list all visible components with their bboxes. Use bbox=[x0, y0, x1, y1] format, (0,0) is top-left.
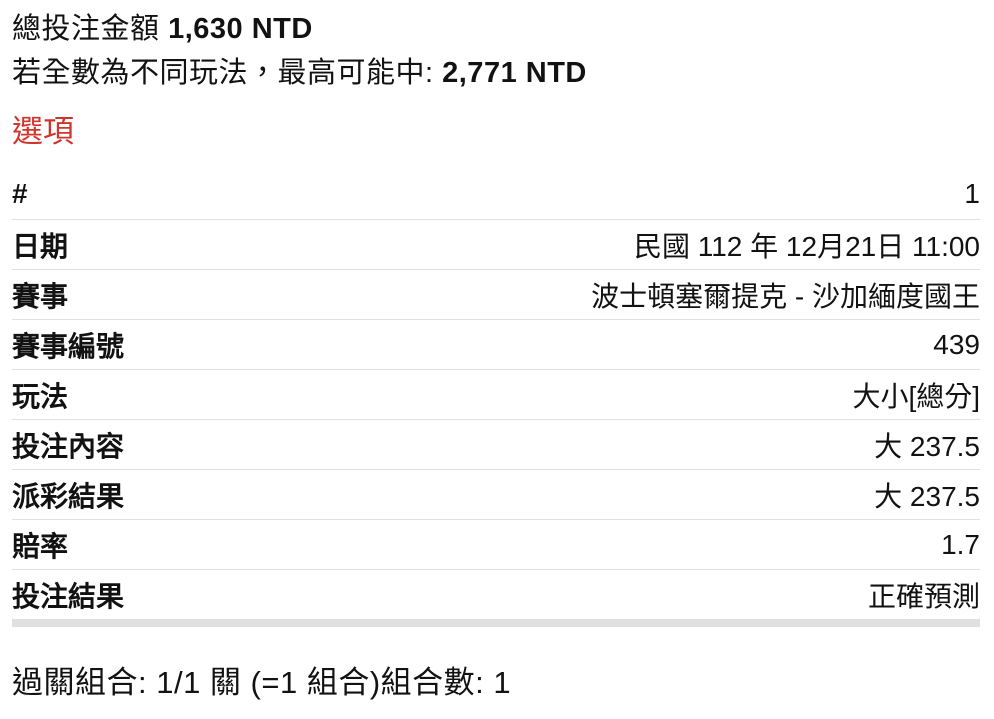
max-win-line: 若全數為不同玩法，最高可能中: 2,771 NTD bbox=[12, 51, 980, 95]
bet-detail-table: # 1 日期 民國 112 年 12月21日 11:00 賽事 波士頓塞爾提克 … bbox=[12, 169, 980, 627]
row-value: 大 237.5 bbox=[874, 480, 980, 512]
options-section-title: 選項 bbox=[12, 114, 74, 149]
row-label: 賽事 bbox=[12, 280, 69, 312]
table-row-odds: 賠率 1.7 bbox=[12, 519, 980, 569]
row-label: 賠率 bbox=[12, 530, 69, 562]
table-row-play-type: 玩法 大小[總分] bbox=[12, 369, 980, 419]
table-row-bet-result: 投注結果 正確預測 bbox=[12, 569, 980, 619]
parlay-summary-line: 過關組合: 1/1 關 (=1 組合)組合數: 1 bbox=[12, 660, 980, 706]
table-row-index: # 1 bbox=[12, 169, 980, 219]
table-bottom-divider bbox=[12, 619, 980, 627]
row-value: 1.7 bbox=[941, 528, 980, 560]
row-label: 投注結果 bbox=[12, 580, 125, 612]
row-value: 大 237.5 bbox=[874, 430, 980, 462]
row-value: 波士頓塞爾提克 - 沙加緬度國王 bbox=[591, 280, 980, 312]
table-row-match-number: 賽事編號 439 bbox=[12, 319, 980, 369]
row-label: 賽事編號 bbox=[12, 330, 125, 362]
parlay-combination-text: 過關組合: 1/1 關 (=1 組合) bbox=[12, 665, 381, 700]
row-label: 派彩結果 bbox=[12, 480, 125, 512]
row-label: 投注內容 bbox=[12, 430, 125, 462]
table-row-match: 賽事 波士頓塞爾提克 - 沙加緬度國王 bbox=[12, 269, 980, 319]
row-value: 大小[總分] bbox=[852, 380, 980, 412]
row-value: 439 bbox=[933, 328, 980, 360]
row-value: 1 bbox=[964, 178, 980, 209]
row-value: 民國 112 年 12月21日 11:00 bbox=[633, 230, 980, 262]
row-label: 玩法 bbox=[12, 380, 69, 412]
total-bet-amount: 1,630 NTD bbox=[168, 13, 313, 45]
row-label: # bbox=[12, 178, 28, 209]
row-label: 日期 bbox=[12, 230, 69, 262]
table-row-date: 日期 民國 112 年 12月21日 11:00 bbox=[12, 219, 980, 269]
combination-count-text: 組合數: 1 bbox=[380, 665, 512, 700]
max-win-amount: 2,771 NTD bbox=[442, 57, 587, 89]
total-bet-label: 總投注金額 bbox=[12, 13, 169, 45]
table-row-bet-content: 投注內容 大 237.5 bbox=[12, 419, 980, 469]
row-value: 正確預測 bbox=[867, 580, 980, 612]
max-win-label: 若全數為不同玩法，最高可能中: bbox=[12, 57, 443, 89]
total-bet-line: 總投注金額 1,630 NTD bbox=[12, 0, 980, 51]
table-row-payout-result: 派彩結果 大 237.5 bbox=[12, 469, 980, 519]
